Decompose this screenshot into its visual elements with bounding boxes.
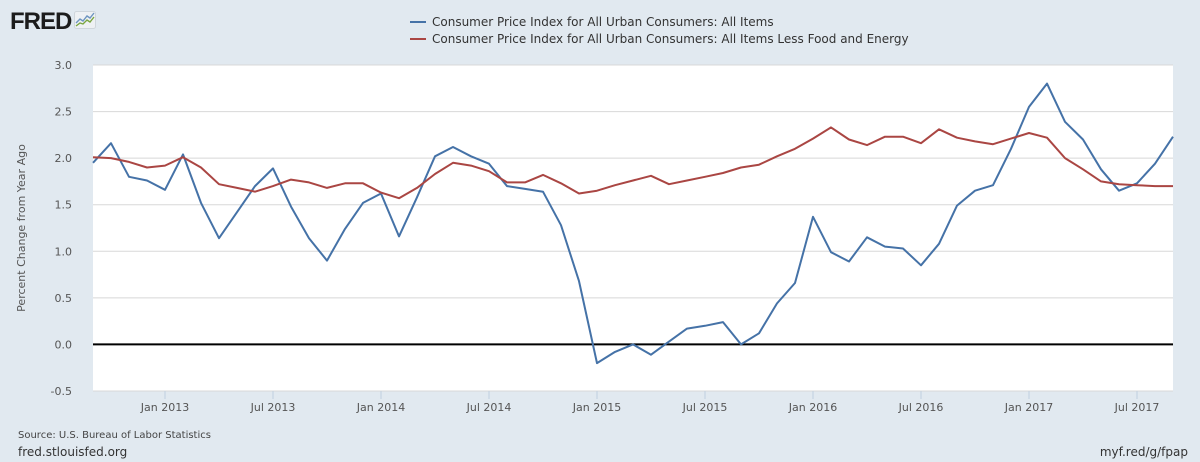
x-tick-label: Jan 2014 — [356, 401, 405, 414]
x-tick-label: Jan 2017 — [1004, 401, 1053, 414]
x-axis-ticks: Jan 2013 Jul 2013 Jan 2014 Jul 2014 Jan 2015… — [140, 391, 1160, 414]
series-line-core-cpi[interactable] — [92, 126, 1173, 200]
y-axis-title: Percent Change from Year Ago — [15, 144, 28, 312]
x-tick-label: Jul 2017 — [1114, 401, 1160, 414]
x-tick-label: Jan 2016 — [788, 401, 837, 414]
x-tick-label: Jul 2014 — [466, 401, 512, 414]
chart-legend: Consumer Price Index for All Urban Consu… — [410, 13, 909, 47]
y-tick-label: -0.5 — [51, 385, 72, 398]
source-note: Source: U.S. Bureau of Labor Statistics — [18, 430, 211, 441]
legend-label: Consumer Price Index for All Urban Consu… — [432, 14, 774, 29]
legend-swatch-red — [410, 37, 426, 40]
site-link[interactable]: fred.stlouisfed.org — [18, 445, 128, 459]
x-tick-label: Jan 2013 — [140, 401, 189, 414]
logo-text: FRED — [10, 8, 72, 35]
series-group — [92, 82, 1174, 365]
legend-item-all-items[interactable]: Consumer Price Index for All Urban Consu… — [410, 13, 909, 30]
legend-item-core[interactable]: Consumer Price Index for All Urban Consu… — [410, 30, 909, 47]
legend-label: Consumer Price Index for All Urban Consu… — [432, 31, 909, 46]
y-tick-label: 1.0 — [55, 245, 73, 258]
x-tick-label: Jul 2016 — [898, 401, 944, 414]
line-graph-icon — [74, 11, 97, 33]
y-axis-ticks: 3.0 2.5 2.0 1.5 1.0 0.5 0.0 -0.5 — [51, 59, 72, 398]
y-tick-label: 2.0 — [55, 152, 73, 165]
y-tick-label: 2.5 — [55, 106, 73, 119]
series-line-all-items-cpi[interactable] — [92, 82, 1174, 365]
y-tick-label: 0.5 — [55, 292, 73, 305]
fred-logo[interactable]: FRED — [10, 8, 97, 35]
y-tick-label: 1.5 — [55, 199, 73, 212]
y-tick-label: 3.0 — [55, 59, 73, 72]
x-tick-label: Jul 2013 — [250, 401, 296, 414]
short-link[interactable]: myf.red/g/fpap — [1099, 445, 1188, 459]
y-tick-label: 0.0 — [55, 338, 73, 351]
x-tick-label: Jul 2015 — [682, 401, 728, 414]
x-tick-label: Jan 2015 — [572, 401, 621, 414]
plot-area — [93, 65, 1173, 391]
legend-swatch-blue — [410, 20, 426, 23]
